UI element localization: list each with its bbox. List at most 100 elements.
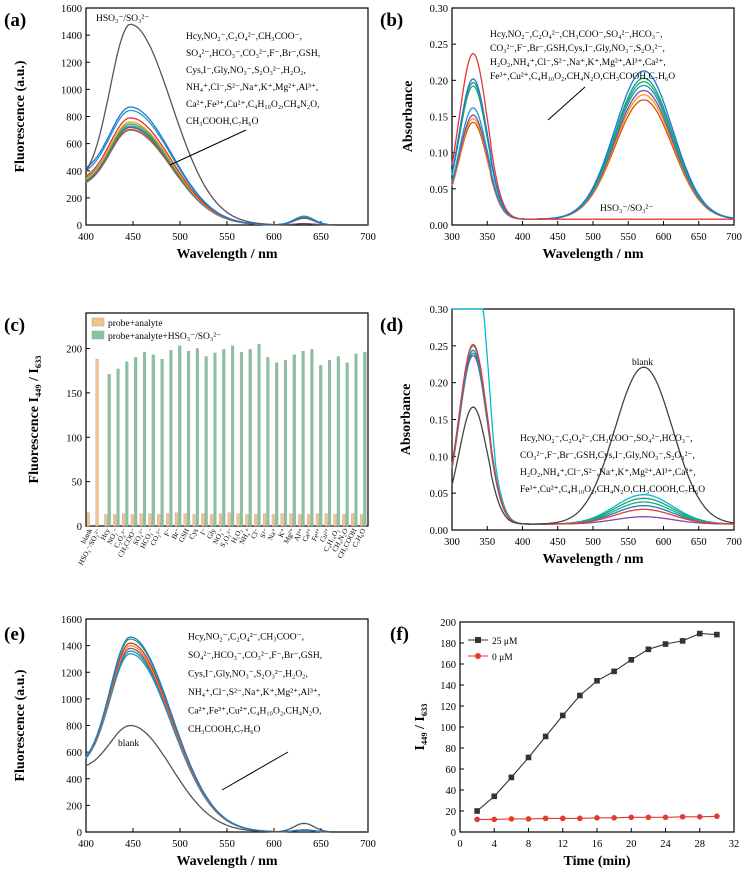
- a-y-tick-label: 1000: [61, 85, 82, 96]
- c-bar-probe-analyte: [183, 513, 187, 527]
- c-y-axis-label: Fluorescence I₄₄₉ / I₆₃₃: [27, 356, 42, 484]
- a-x-tick-label: 500: [172, 232, 188, 243]
- d-y-tick-label: 0.05: [430, 489, 448, 500]
- f-x-tick-label: 0: [457, 839, 462, 850]
- a-x-tick-label: 400: [78, 232, 94, 243]
- b-x-tick-label: 450: [550, 232, 566, 243]
- a-series-line: [85, 129, 368, 226]
- b-x-tick-label: 550: [620, 232, 636, 243]
- panel-f: 0 4 8 12 16 20 24 28 32 0 20 40 60 80 100 120 140 160 180 2…: [390, 618, 739, 869]
- e-y-tick-label: 800: [66, 722, 82, 733]
- f-series-line-25uM: [476, 632, 717, 812]
- c-bar-probe-analyte: [113, 514, 117, 527]
- e-x-tick-label: 550: [219, 839, 235, 850]
- d-y-tick-label: 0.00: [430, 526, 448, 537]
- c-bar-probe-analyte-hso3: [275, 362, 279, 527]
- a-annotation-line: Cys,I⁻,Gly,NO₃⁻,S₂O₃²⁻,H₂O₂,: [186, 66, 306, 76]
- a-x-tick-label: 600: [266, 232, 282, 243]
- c-plot-frame: [85, 312, 369, 527]
- c-bar-probe-analyte: [271, 514, 275, 527]
- b-x-axis-label: Wavelength / nm: [542, 247, 643, 262]
- a-series-group: [85, 23, 368, 226]
- f-x-tick-label: 16: [592, 839, 603, 850]
- f-legend-marker-0uM: [475, 653, 481, 659]
- f-x-tick-label: 24: [660, 839, 671, 850]
- f-point-25uM: [525, 754, 532, 761]
- c-bar-probe-analyte: [174, 512, 178, 527]
- b-series-line: [451, 77, 735, 220]
- e-y-tick-label: 1000: [61, 695, 82, 706]
- c-bar-probe-analyte: [307, 514, 311, 527]
- f-point-25uM: [508, 774, 515, 781]
- a-y-axis-label: Fluorescence (a.u.): [13, 60, 28, 172]
- a-y-tick-label: 1600: [61, 4, 82, 15]
- e-y-axis-label: Fluorescence (a.u.): [13, 669, 28, 781]
- e-x-tick-label: 650: [313, 839, 329, 850]
- c-bar-probe-analyte: [130, 514, 134, 527]
- f-y-axis-label: I₄₄₉ / I₆₃₃: [413, 704, 428, 751]
- f-point-0uM: [679, 813, 686, 820]
- b-x-tick-label: 700: [726, 232, 742, 243]
- a-annotation-hso3: HSO₃⁻/SO₃²⁻: [96, 14, 149, 24]
- f-x-tick-label: 32: [729, 839, 740, 850]
- e-series-line: [85, 636, 368, 833]
- d-x-tick-label: 350: [479, 537, 495, 548]
- f-point-25uM: [714, 631, 720, 638]
- a-x-tick-label: 700: [360, 232, 376, 243]
- f-point-0uM: [559, 815, 566, 822]
- c-bar-probe-analyte: [315, 513, 319, 527]
- d-y-tick-label: 0.20: [430, 379, 448, 390]
- b-y-tick-label: 0.15: [430, 113, 448, 124]
- c-bar-probe-analyte: [298, 514, 302, 527]
- a-series-line: [85, 106, 368, 226]
- panel-e: 400 450 500 550 600 650 700 0 200 400 600 800 1000 12…: [4, 615, 376, 869]
- f-y-tick-label: 60: [446, 765, 457, 776]
- b-annotation-line: CO₃²⁻,F⁻,Br⁻,GSH,Cys,I⁻,Gly,NO₃⁻,S₂O₃²⁻,: [490, 44, 665, 54]
- b-annotation-line: Hcy,NO₂⁻,C₂O₄²⁻,CH₃COO⁻,SO₄²⁻,HCO₃⁻,: [490, 30, 662, 40]
- d-x-tick-label: 500: [585, 537, 601, 548]
- a-annotation-line: Ca²⁺,Fe³⁺,Cu²⁺,C₄H₁₀O₂,CH₄N₂O,: [186, 100, 319, 110]
- f-point-0uM: [628, 814, 635, 821]
- c-y-tick-label: 150: [66, 389, 82, 400]
- b-y-axis-label: Absorbance: [401, 81, 416, 153]
- c-bar-probe-analyte: [280, 513, 284, 527]
- a-y-tick-label: 600: [66, 140, 82, 151]
- d-y-tick-label: 0.10: [430, 452, 448, 463]
- c-bar-probe-analyte-hso3: [195, 348, 199, 527]
- f-point-0uM: [696, 813, 703, 820]
- c-bar-probe-analyte: [148, 513, 152, 527]
- f-point-0uM: [662, 814, 669, 821]
- d-plot-frame: [451, 308, 735, 531]
- d-x-tick-label: 600: [656, 537, 672, 548]
- c-bar-probe-analyte: [192, 514, 196, 527]
- f-point-25uM: [611, 668, 617, 675]
- e-y-tick-label: 0: [77, 828, 82, 839]
- a-annotation-line: Hcy,NO₂⁻,C₂O₄²⁻,CH₃COO⁻,: [186, 32, 302, 42]
- e-annotation-line: Cys,I⁻,Gly,NO₃⁻,S₂O₃²⁻,H₂O₂,: [188, 670, 308, 680]
- f-point-0uM: [525, 816, 532, 822]
- d-series-group: [451, 308, 735, 525]
- a-panel-label: (a): [4, 10, 26, 31]
- c-bar-probe-analyte-hso3: [248, 349, 252, 527]
- d-x-tick-label: 450: [550, 537, 566, 548]
- f-x-axis-label: Time (min): [563, 854, 630, 869]
- d-x-tick-label: 550: [620, 537, 636, 548]
- e-series-line: [85, 638, 368, 833]
- c-bar-probe-analyte-hso3: [301, 351, 305, 527]
- d-annotation-line: Hcy,NO₂⁻,C₂O₄²⁻,CH₃COO⁻,SO₄²⁻,HCO₃⁻,: [520, 434, 692, 444]
- a-annotation-line: SO₄²⁻,HCO₃⁻,CO₃²⁻,F⁻,Br⁻,GSH,: [186, 49, 320, 59]
- c-legend-swatch-probe-analyte-hso3: [91, 330, 105, 340]
- a-annotation-line: CH₃COOH,C₇H₆O: [186, 117, 259, 127]
- f-point-25uM: [628, 657, 635, 663]
- b-annotation-line: Fe³⁺,Cu²⁺,C₄H₁₀O₂,CH₄N₂O,CH₃COOH,C₇H₆O: [490, 72, 675, 82]
- c-bar-probe-analyte-hso3: [266, 357, 270, 527]
- c-panel-label: (c): [4, 315, 25, 336]
- a-series-line: [85, 117, 368, 226]
- a-y-tick-label: 200: [66, 194, 82, 205]
- a-y-tick-label: 0: [77, 221, 82, 232]
- b-series-line: [451, 81, 735, 220]
- c-bar-probe-analyte: [245, 514, 249, 527]
- f-legend-marker-25uM: [475, 637, 481, 643]
- e-y-tick-label: 400: [66, 775, 82, 786]
- b-y-tick-label: 0.00: [430, 221, 448, 232]
